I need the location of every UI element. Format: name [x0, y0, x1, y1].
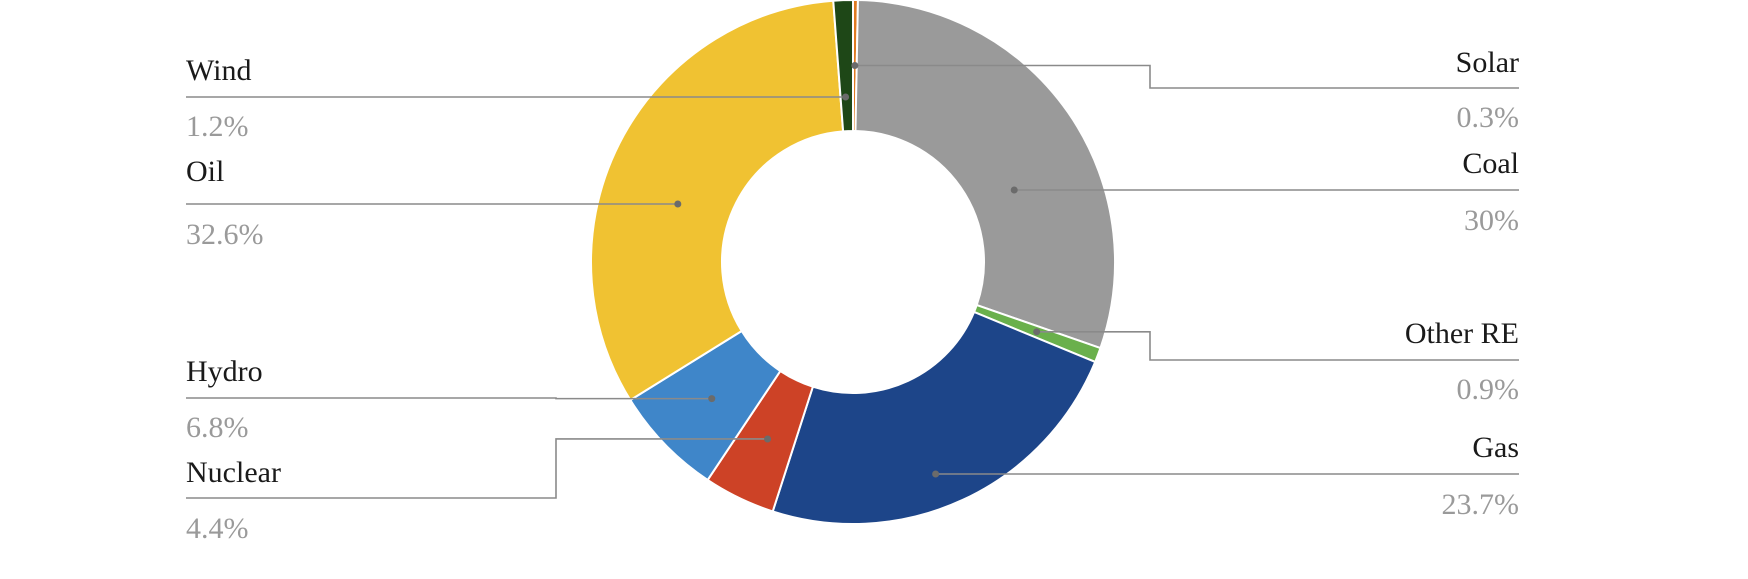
slice-oil[interactable]	[590, 0, 845, 402]
chart-labels: Solar 0.3% Coal 30% Other RE 0.9% Gas 23.7% Nucl…	[186, 46, 1519, 545]
value-label-wind: 1.2%	[186, 110, 249, 143]
slice-gas[interactable]	[771, 310, 1097, 525]
leader-line-nuclear	[186, 438, 768, 499]
value-label-other-re: 0.9%	[1457, 373, 1520, 406]
value-label-nuclear: 4.4%	[186, 512, 249, 545]
leader-dot-solar	[851, 62, 859, 70]
chart-slices	[590, 0, 1116, 525]
leader-line-solar	[854, 64, 1519, 89]
leader-line-hydro	[186, 397, 712, 400]
leader-dot-coal	[1010, 186, 1018, 194]
label-gas: Gas	[1472, 431, 1519, 464]
label-nuclear: Nuclear	[186, 456, 281, 489]
value-label-oil: 32.6%	[186, 218, 264, 251]
label-hydro: Hydro	[186, 355, 263, 388]
leader-line-other-re	[1036, 331, 1519, 361]
slice-coal[interactable]	[854, 0, 1116, 350]
leader-dot-other-re	[1033, 328, 1041, 336]
value-label-gas: 23.7%	[1442, 488, 1520, 521]
leader-dot-nuclear	[764, 435, 772, 443]
label-other-re: Other RE	[1405, 317, 1519, 350]
leader-dot-hydro	[708, 395, 716, 403]
label-oil: Oil	[186, 155, 224, 188]
value-label-coal: 30%	[1464, 204, 1519, 237]
value-label-solar: 0.3%	[1457, 101, 1520, 134]
label-wind: Wind	[186, 54, 251, 87]
value-label-hydro: 6.8%	[186, 411, 249, 444]
leader-dot-wind	[842, 93, 850, 101]
label-solar: Solar	[1456, 46, 1519, 79]
leader-dot-oil	[674, 200, 682, 208]
leader-dot-gas	[932, 470, 940, 478]
chart-leader-lines	[186, 62, 1519, 499]
label-coal: Coal	[1462, 147, 1519, 180]
